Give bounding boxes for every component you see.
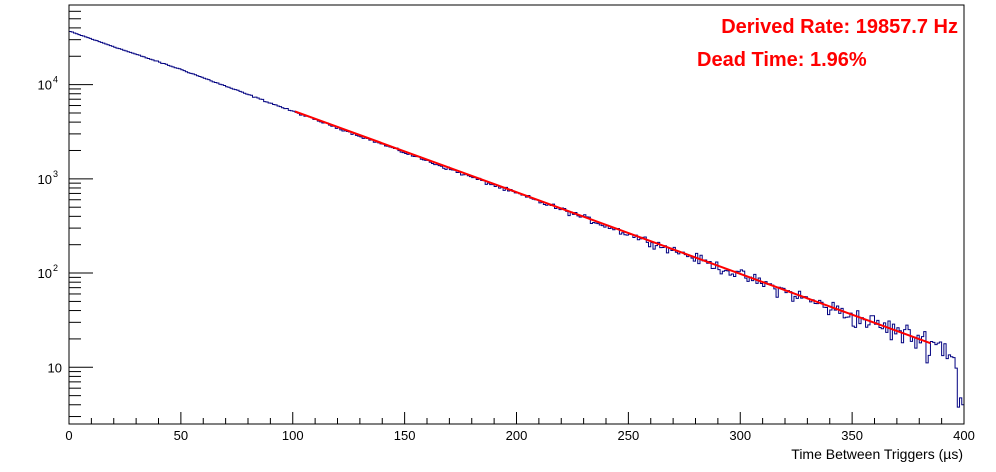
x-tick-label: 150 <box>394 428 416 443</box>
y-tick-label: 10 <box>48 360 62 375</box>
x-tick-label: 300 <box>729 428 751 443</box>
x-tick-label: 0 <box>65 428 72 443</box>
x-tick-label: 400 <box>953 428 975 443</box>
x-tick-label: 350 <box>841 428 863 443</box>
x-tick-label: 50 <box>174 428 188 443</box>
x-tick-label: 200 <box>506 428 528 443</box>
y-tick-exponent: 2 <box>53 263 58 273</box>
y-tick-label: 10 <box>38 172 52 187</box>
x-tick-label: 250 <box>618 428 640 443</box>
y-tick-label: 10 <box>38 78 52 93</box>
derived-rate-annotation: Derived Rate: 19857.7 Hz <box>721 16 958 38</box>
y-tick-exponent: 3 <box>53 169 58 179</box>
x-axis-title: Time Between Triggers (µs) <box>791 446 963 462</box>
y-tick-label: 10 <box>38 266 52 281</box>
x-tick-label: 100 <box>282 428 304 443</box>
dead-time-annotation: Dead Time: 1.96% <box>697 49 867 71</box>
exponential-fit-line <box>294 110 931 345</box>
histogram-series <box>69 30 965 424</box>
y-tick-exponent: 4 <box>53 75 58 85</box>
